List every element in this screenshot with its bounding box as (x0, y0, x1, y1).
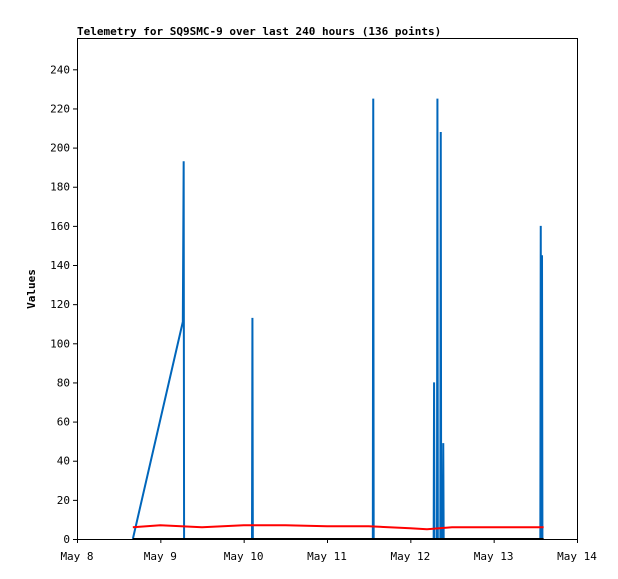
axis-ticks: 0 20 40 60 80 100 120 140 160 180 200 220 240 May 8 Ma… (50, 63, 597, 563)
series-group (131, 98, 544, 540)
plot-area (77, 38, 578, 540)
y-tick-label: 220 (50, 102, 70, 115)
x-tick-label: May 14 (557, 550, 597, 563)
y-tick-label: 60 (57, 416, 70, 429)
y-tick-label: 240 (50, 63, 70, 76)
x-tick-label: May 11 (307, 550, 347, 563)
chart-title: Telemetry for SQ9SMC-9 over last 240 hou… (77, 25, 441, 38)
y-tick-label: 120 (50, 298, 70, 311)
y-tick-label: 20 (57, 494, 70, 507)
y-tick-label: 100 (50, 337, 70, 350)
y-tick-label: 80 (57, 376, 70, 389)
series-line-2 (132, 524, 544, 531)
y-axis-label: Values (25, 269, 38, 309)
series-line-1 (131, 98, 544, 540)
y-tick-label: 0 (63, 533, 70, 546)
y-tick-label: 40 (57, 455, 70, 468)
x-tick-label: May 10 (224, 550, 264, 563)
x-tick-label: May 13 (474, 550, 514, 563)
x-tick-label: May 8 (60, 550, 93, 563)
y-tick-label: 180 (50, 181, 70, 194)
x-tick-label: May 12 (390, 550, 430, 563)
y-tick-label: 200 (50, 142, 70, 155)
x-tick-label: May 9 (144, 550, 177, 563)
y-tick-label: 140 (50, 259, 70, 272)
y-tick-label: 160 (50, 220, 70, 233)
